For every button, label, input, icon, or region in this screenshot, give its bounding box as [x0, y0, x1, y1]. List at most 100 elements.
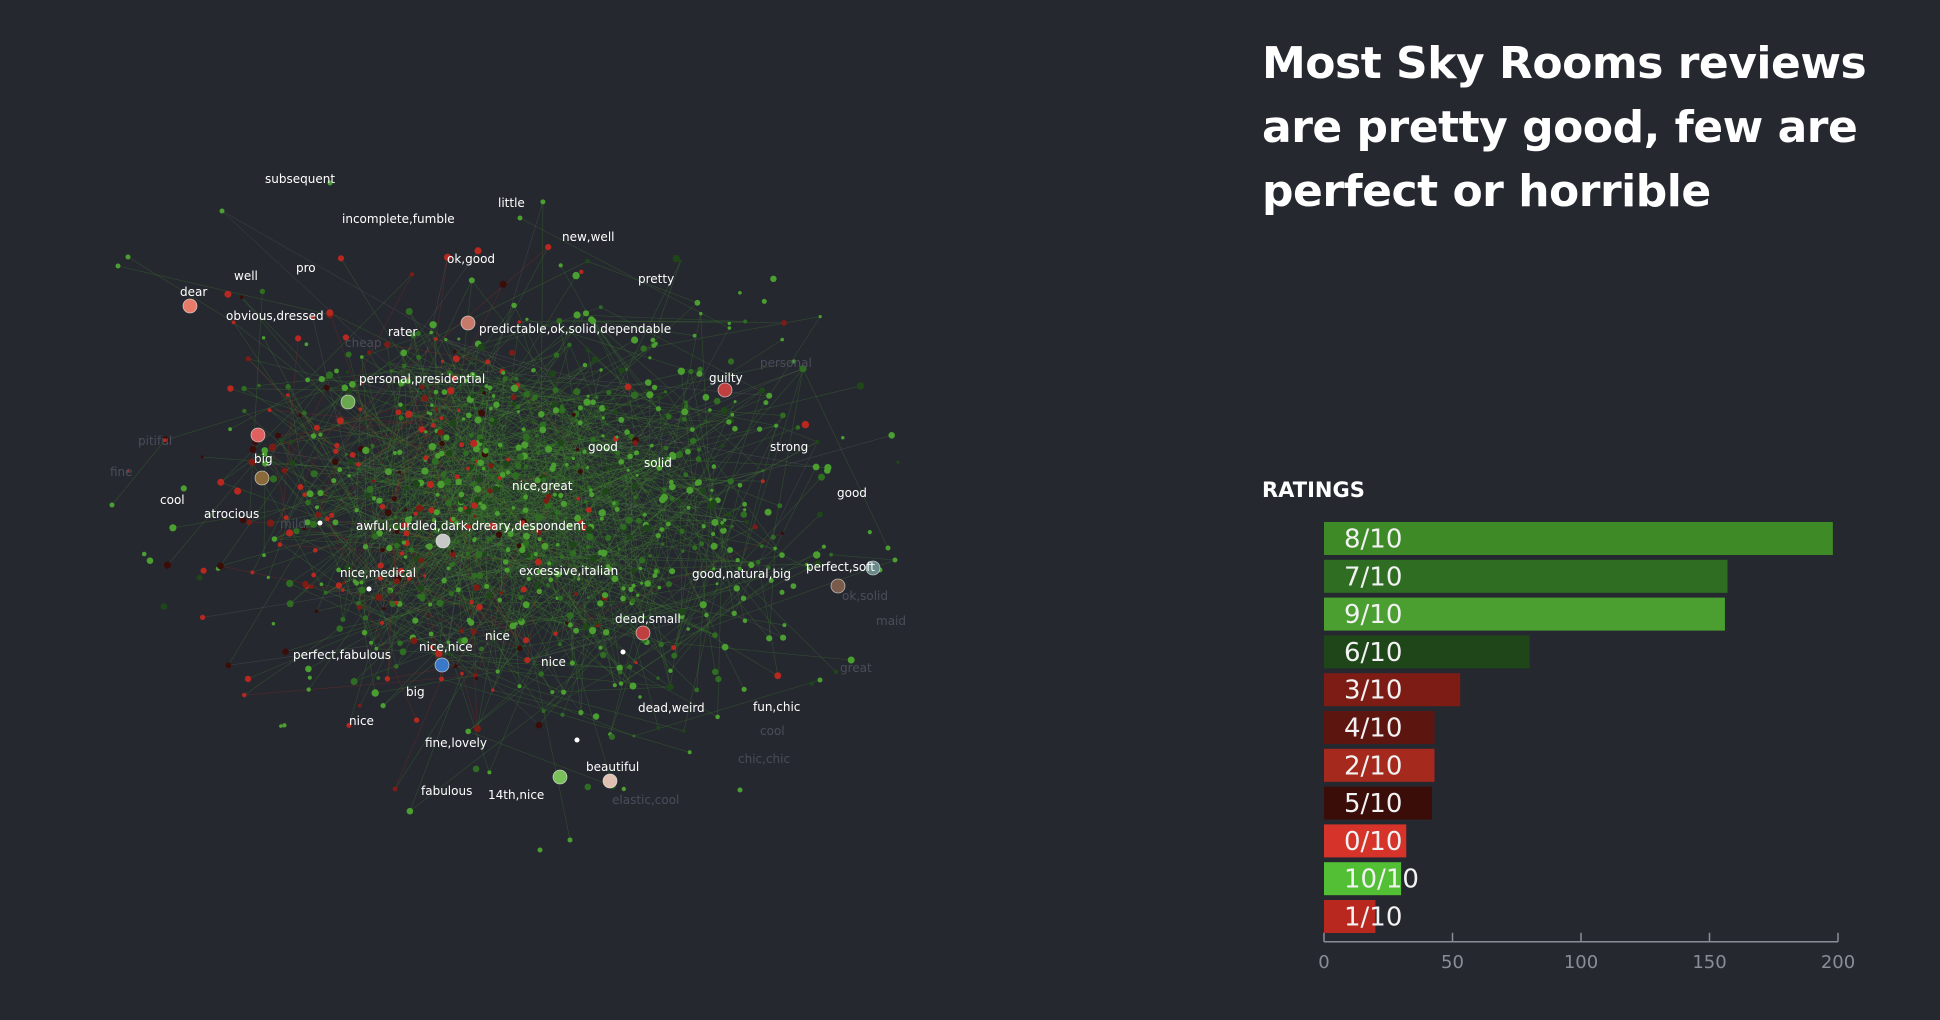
network-edge [431, 510, 508, 571]
network-node-label: perfect,soft [806, 560, 875, 574]
network-node [720, 443, 725, 448]
network-hub-node[interactable] [250, 427, 266, 443]
bar-8-of-10 [1324, 522, 1833, 555]
network-node [448, 590, 454, 597]
network-node [403, 530, 410, 537]
network-node [541, 477, 547, 483]
network-node [421, 467, 429, 475]
network-hub-node[interactable] [635, 625, 651, 641]
network-hub-node[interactable] [602, 773, 618, 789]
network-node [268, 443, 277, 451]
network-edge [348, 475, 407, 534]
network-edge [374, 536, 399, 579]
network-edge [373, 480, 606, 492]
network-node [504, 567, 510, 573]
network-edge [543, 644, 662, 712]
network-edge [361, 507, 514, 591]
network-edge [517, 385, 556, 391]
network-edge [602, 435, 704, 527]
network-node [720, 521, 724, 525]
network-node [434, 337, 438, 341]
network-edge [505, 561, 645, 641]
network-hub-node[interactable] [717, 382, 733, 398]
network-node [567, 342, 572, 347]
network-hub-node[interactable] [435, 533, 451, 549]
network-edge [388, 362, 437, 393]
network-edge [230, 388, 305, 414]
network-edge [379, 533, 604, 554]
network-edge [325, 435, 892, 594]
network-node [759, 387, 766, 394]
network-edge [382, 549, 452, 594]
network-node [323, 590, 328, 595]
network-node [358, 407, 363, 412]
network-edge [557, 369, 602, 545]
network-edge [674, 526, 733, 656]
network-node [577, 577, 581, 581]
x-tick-label: 50 [1441, 952, 1464, 973]
network-node [742, 501, 747, 507]
network-edge [483, 468, 526, 511]
network-edge [422, 490, 491, 596]
network-node [656, 395, 662, 400]
network-node [426, 480, 435, 489]
network-node [459, 442, 465, 448]
network-node [484, 384, 489, 389]
network-edge [559, 451, 689, 645]
network-hub-node[interactable] [552, 769, 568, 785]
network-node [582, 310, 590, 317]
network-node [302, 580, 309, 588]
network-node [298, 413, 302, 418]
network-edge [605, 589, 632, 633]
network-edge [496, 275, 577, 405]
network-edge [602, 435, 626, 602]
network-node [620, 523, 627, 530]
network-node-label: perfect,fabulous [293, 648, 391, 662]
network-hub-node[interactable] [340, 394, 356, 410]
network-edge [433, 339, 437, 521]
network-edge [775, 425, 818, 443]
network-edge [400, 570, 465, 641]
network-node [688, 368, 694, 375]
network-node [392, 451, 397, 455]
network-edge [400, 404, 563, 411]
network-edge [510, 344, 570, 535]
network-node [621, 586, 626, 591]
network-node [412, 480, 420, 488]
network-hub-node[interactable] [460, 315, 476, 331]
network-svg[interactable]: personalpitifulfinecheapok,solidmaidgrea… [0, 0, 1200, 1020]
network-node [612, 683, 617, 688]
network-edge [451, 519, 553, 693]
network-node [415, 504, 424, 512]
network-edge [368, 352, 486, 555]
network-edge [424, 470, 577, 631]
network-edge [374, 494, 438, 537]
network-node-label: pretty [638, 272, 674, 286]
network-node [502, 559, 509, 565]
network-node [430, 423, 436, 428]
network-node [805, 562, 809, 567]
network-edge [389, 411, 519, 592]
network-node [618, 681, 624, 686]
network-hub-node[interactable] [434, 657, 450, 673]
network-edge [452, 554, 624, 599]
network-edge [477, 343, 591, 538]
network-hub-node[interactable] [254, 470, 270, 486]
network-edge [519, 320, 560, 323]
network-node [602, 487, 609, 495]
network-node [727, 478, 734, 485]
network-edge [401, 545, 428, 554]
network-node [615, 435, 619, 439]
network-node [725, 511, 732, 518]
network-hub-node[interactable] [182, 298, 198, 314]
network-edge [539, 538, 716, 636]
network-node [306, 490, 314, 498]
network-edge [451, 519, 622, 684]
network-edge [349, 440, 482, 476]
network-edge [387, 472, 400, 679]
network-node [631, 483, 638, 490]
network-edge [526, 436, 626, 530]
network-hub-node[interactable] [830, 578, 846, 594]
network-hub-node[interactable] [865, 560, 881, 576]
word-network-graph[interactable]: personal pitiful fine cheap ok,solid maid grea… [0, 0, 1200, 1020]
